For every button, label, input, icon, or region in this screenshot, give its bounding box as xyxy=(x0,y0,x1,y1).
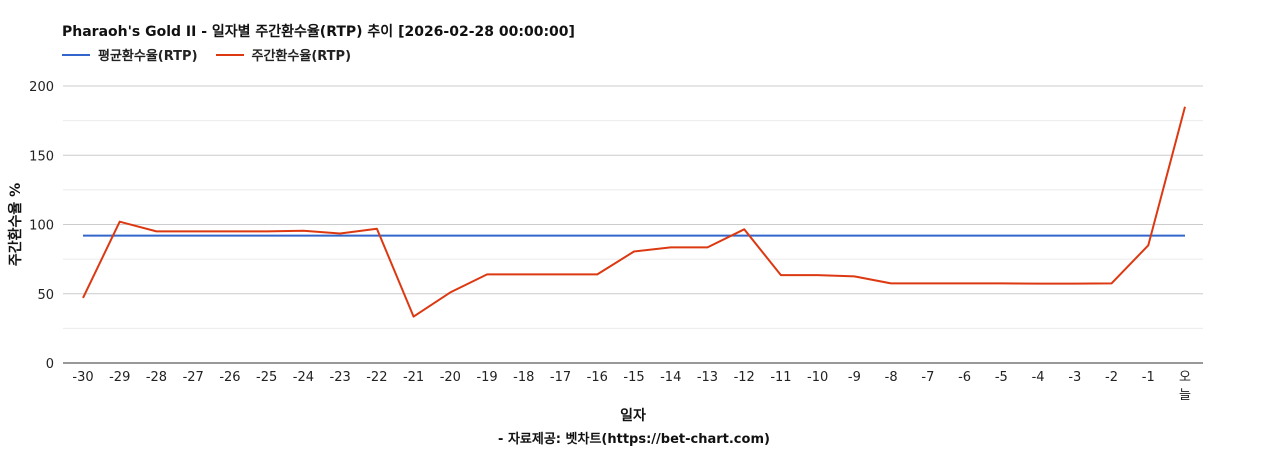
x-tick-label: -25 xyxy=(256,370,277,385)
y-tick-label: 50 xyxy=(37,288,54,303)
legend-swatch-weekly xyxy=(215,53,244,56)
legend-label-average: 평균환수율(RTP) xyxy=(98,49,198,64)
x-tick-label: -5 xyxy=(995,370,1008,385)
x-tick-label: -18 xyxy=(513,370,534,385)
x-tick-label: -16 xyxy=(587,370,608,385)
legend: 평균환수율(RTP) 주간환수율(RTP) xyxy=(62,45,369,64)
x-tick-label: -14 xyxy=(660,370,681,385)
x-tick-label: -19 xyxy=(476,370,497,385)
y-axis-title: 주간환수율 % xyxy=(7,183,24,266)
y-tick-label: 0 xyxy=(46,357,54,372)
x-tick-label: -24 xyxy=(293,370,314,385)
y-tick-label: 200 xyxy=(29,80,54,95)
x-tick-label: -12 xyxy=(734,370,755,385)
x-tick-label: -29 xyxy=(109,370,130,385)
legend-swatch-average xyxy=(62,53,90,56)
x-tick-label: -30 xyxy=(72,370,93,385)
x-tick-label: -8 xyxy=(885,370,898,385)
x-tick-label: -17 xyxy=(550,370,571,385)
source-credit: - 자료제공: 벳차트(https://bet-chart.com) xyxy=(498,432,770,447)
x-tick-label: -1 xyxy=(1142,370,1155,385)
x-tick-label: -26 xyxy=(219,370,240,385)
x-tick-label: -9 xyxy=(848,370,861,385)
x-tick-label: -10 xyxy=(807,370,828,385)
x-tick-label: 오 xyxy=(1179,370,1191,385)
y-tick-label: 150 xyxy=(29,149,54,164)
x-tick-label: -15 xyxy=(623,370,644,385)
legend-label-weekly: 주간환수율(RTP) xyxy=(251,49,352,64)
x-tick-label: -7 xyxy=(921,370,934,385)
legend-item-weekly[interactable]: 주간환수율(RTP) xyxy=(215,45,352,64)
x-tick-label: -28 xyxy=(146,370,167,385)
x-tick-label: -6 xyxy=(958,370,971,385)
x-tick-label: -13 xyxy=(697,370,718,385)
x-tick-label: -22 xyxy=(366,370,387,385)
y-tick-label: 100 xyxy=(29,219,54,234)
legend-item-average[interactable]: 평균환수율(RTP) xyxy=(62,45,198,64)
x-tick-label: -21 xyxy=(403,370,424,385)
x-tick-label: -3 xyxy=(1068,370,1081,385)
chart-title: Pharaoh's Gold II - 일자별 주간환수율(RTP) 추이 [2… xyxy=(62,24,575,40)
x-tick-label: 늘 xyxy=(1179,388,1191,403)
series-line-weekly-rtp xyxy=(82,106,1186,318)
x-tick-label: -11 xyxy=(770,370,791,385)
x-axis-title: 일자 xyxy=(620,408,646,424)
x-tick-label: -27 xyxy=(183,370,204,385)
x-tick-label: -4 xyxy=(1032,370,1045,385)
x-tick-label: -20 xyxy=(440,370,461,385)
x-tick-label: -23 xyxy=(330,370,351,385)
x-tick-label: -2 xyxy=(1105,370,1118,385)
